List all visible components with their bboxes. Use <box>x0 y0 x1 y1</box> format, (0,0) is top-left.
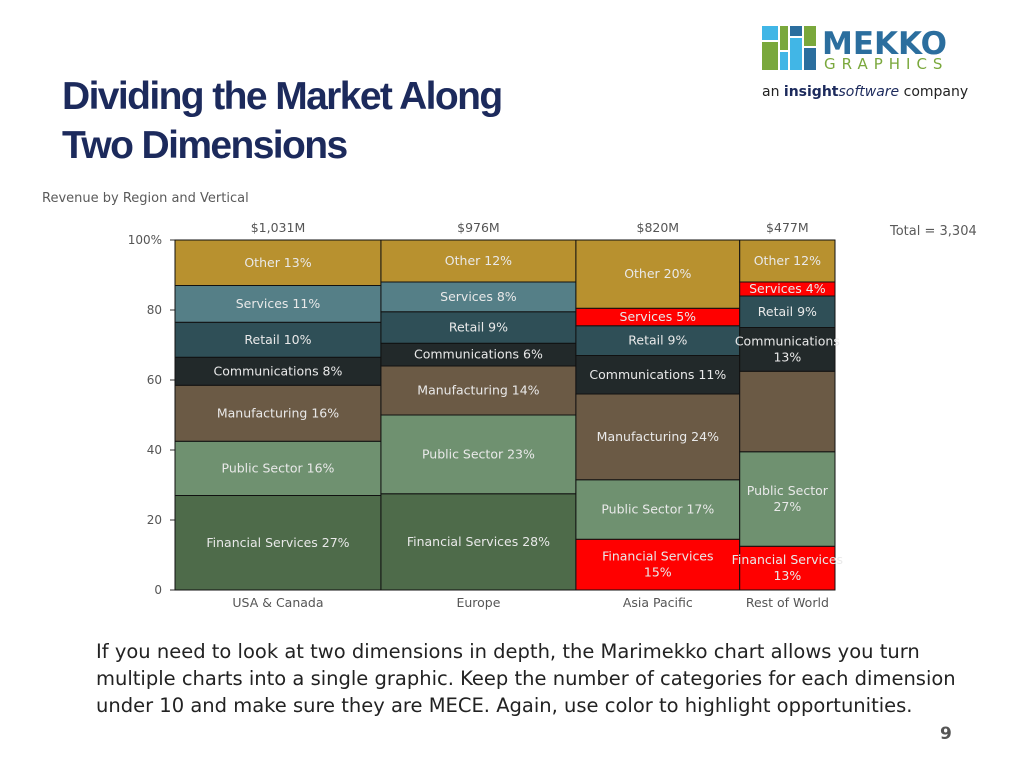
segment-label-asia-pacific-services: Services 5% <box>620 309 697 324</box>
segment-label-usa-canada-services: Services 11% <box>236 296 321 311</box>
chart-subtitle: Revenue by Region and Vertical <box>42 191 249 206</box>
segment-usa-canada-communications <box>174 356 382 386</box>
segment-label-rest-of-world-public-sector: Public Sector <box>747 483 829 498</box>
segment-label-rest-of-world-communications: 13% <box>773 349 801 364</box>
segment-usa-canada-other <box>174 239 382 286</box>
segment-rest-of-world-financial-services <box>739 545 836 591</box>
column-total-asia-pacific: $820M <box>637 220 680 235</box>
y-tick-label: 40 <box>147 443 162 457</box>
segment-label-asia-pacific-communications: Communications 11% <box>589 367 726 382</box>
title-line-1: Dividing the Market Along <box>62 75 503 118</box>
segment-europe-retail <box>380 311 577 344</box>
segment-label-europe-manufacturing: Manufacturing 14% <box>417 383 539 398</box>
tagline-prefix: an <box>762 84 780 100</box>
tagline-suffix: company <box>903 84 969 100</box>
logo-name: MEKKO <box>822 26 948 62</box>
segment-label-asia-pacific-financial-services: Financial Services <box>602 549 713 564</box>
tagline-brand-1: insight <box>783 84 839 100</box>
mekko-grid-logo-icon <box>762 26 816 70</box>
segment-label-rest-of-world-financial-services: 13% <box>773 568 801 583</box>
segment-rest-of-world-retail <box>739 295 836 328</box>
slide-title: Dividing the Market Along Two Dimensions <box>62 72 582 170</box>
segment-label-europe-financial-services: Financial Services 28% <box>407 534 550 549</box>
segment-label-rest-of-world-communications: Communications <box>735 333 840 348</box>
page-number: 9 <box>940 724 952 744</box>
segment-label-usa-canada-public-sector: Public Sector 16% <box>222 460 335 475</box>
segment-rest-of-world-communications <box>739 327 836 372</box>
segment-label-europe-other: Other 12% <box>445 253 512 268</box>
segment-label-usa-canada-manufacturing: Manufacturing 16% <box>217 405 339 420</box>
slide-body-text: If you need to look at two dimensions in… <box>96 640 956 717</box>
y-tick-label: 60 <box>147 373 162 387</box>
segment-usa-canada-retail <box>174 321 382 358</box>
segment-asia-pacific-manufacturing <box>575 393 741 481</box>
segment-europe-manufacturing <box>380 365 577 416</box>
segment-label-usa-canada-communications: Communications 8% <box>214 363 343 378</box>
y-tick-label: 80 <box>147 303 162 317</box>
segment-label-europe-retail: Retail 9% <box>449 320 508 335</box>
column-total-usa-canada: $1,031M <box>251 220 306 235</box>
title-line-2: Two Dimensions <box>62 124 348 167</box>
segment-label-rest-of-world-financial-services: Financial Services <box>732 552 843 567</box>
segment-rest-of-world-manufacturing <box>739 370 836 453</box>
segment-label-usa-canada-financial-services: Financial Services 27% <box>206 535 349 550</box>
segment-rest-of-world-other <box>739 239 836 283</box>
segment-usa-canada-public-sector <box>174 440 382 496</box>
segment-asia-pacific-other <box>575 239 741 309</box>
segment-label-europe-communications: Communications 6% <box>414 347 543 362</box>
segment-label-usa-canada-retail: Retail 10% <box>244 332 311 347</box>
column-total-rest-of-world: $477M <box>766 220 809 235</box>
segment-label-asia-pacific-financial-services: 15% <box>644 565 672 580</box>
mekko-graphics-logo: MEKKO GRAPHICS an insightsoftware compan… <box>760 24 982 104</box>
column-total-europe: $976M <box>457 220 500 235</box>
segment-label-asia-pacific-public-sector: Public Sector 17% <box>601 502 714 517</box>
y-tick-label: 100% <box>128 233 162 247</box>
chart-total-label: Total = 3,304 <box>890 224 977 239</box>
segment-label-asia-pacific-other: Other 20% <box>624 266 691 281</box>
tagline-brand-2: software <box>838 84 900 100</box>
segment-label-rest-of-world-services: Services 4% <box>749 281 826 296</box>
segment-usa-canada-financial-services <box>174 495 382 591</box>
x-category-label-asia-pacific: Asia Pacific <box>623 595 693 610</box>
x-category-label-europe: Europe <box>456 595 500 610</box>
y-tick-label: 0 <box>154 583 162 597</box>
segment-label-europe-services: Services 8% <box>440 289 517 304</box>
segment-label-europe-public-sector: Public Sector 23% <box>422 446 535 461</box>
segment-label-rest-of-world-retail: Retail 9% <box>758 304 817 319</box>
x-category-label-usa-canada: USA & Canada <box>232 595 323 610</box>
segment-label-asia-pacific-manufacturing: Manufacturing 24% <box>597 429 719 444</box>
segment-label-rest-of-world-other: Other 12% <box>754 253 821 268</box>
segment-label-usa-canada-other: Other 13% <box>244 255 311 270</box>
segment-usa-canada-manufacturing <box>174 384 382 442</box>
x-category-label-rest-of-world: Rest of World <box>746 595 829 610</box>
logo-tagline: an insightsoftware company <box>762 84 968 100</box>
segment-usa-canada-services <box>174 285 382 323</box>
segment-label-rest-of-world-public-sector: 27% <box>773 499 801 514</box>
y-tick-label: 20 <box>147 513 162 527</box>
segment-rest-of-world-public-sector <box>739 451 836 547</box>
segment-label-asia-pacific-retail: Retail 9% <box>628 333 687 348</box>
logo-name-2: GRAPHICS <box>824 55 949 73</box>
